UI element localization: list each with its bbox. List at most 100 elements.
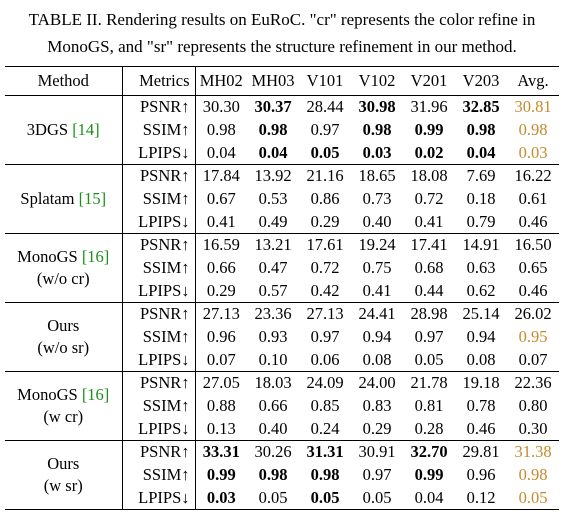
value-cell: 0.72 — [310, 258, 340, 277]
table-row: LPIPS↓ 0.13 0.40 0.24 0.29 0.28 0.46 0.30 — [5, 417, 559, 441]
value-cell: 19.24 — [358, 235, 396, 255]
value-cell: 27.05 — [202, 373, 240, 393]
value-cell: 17.61 — [306, 235, 344, 255]
value-cell: 0.04 — [206, 142, 236, 162]
value-cell: 0.03 — [206, 487, 236, 507]
value-cell: 33.31 — [202, 442, 240, 462]
value-cell: 0.73 — [362, 189, 392, 208]
value-cell: 24.00 — [358, 373, 396, 393]
table-row: Ours (w sr) PSNR↑ 33.31 30.26 31.31 30.91 32.70… — [5, 440, 559, 510]
value-cell: 0.97 — [414, 327, 444, 346]
value-cell: 0.08 — [362, 349, 392, 369]
table-row: SSIM↑ 0.96 0.93 0.97 0.94 0.97 0.94 0.95 — [5, 325, 559, 349]
value-cell: 0.99 — [414, 465, 444, 484]
method-name-cell: MonoGS [16] (w cr) — [5, 371, 123, 441]
value-cell: 0.18 — [466, 189, 496, 208]
value-cell: 0.63 — [466, 258, 496, 277]
header-method: Method — [5, 66, 123, 96]
avg-value-cell: 0.95 — [518, 327, 548, 346]
value-cell: 0.28 — [414, 418, 444, 438]
table-row: SSIM↑ 0.67 0.53 0.86 0.73 0.72 0.18 0.61 — [5, 187, 559, 211]
header-v201: V201 — [410, 71, 448, 90]
value-cell: 0.97 — [310, 120, 340, 139]
citation-link[interactable]: [15] — [78, 189, 107, 208]
value-cell: 0.88 — [206, 396, 236, 415]
header-mh02: MH02 — [199, 71, 243, 90]
value-cell: 0.03 — [362, 142, 392, 162]
results-table-container: Method Metrics MH02 MH03 V101 V102 V201 … — [5, 66, 559, 510]
avg-value-cell: 0.61 — [518, 189, 548, 208]
method-name: Ours — [5, 315, 122, 337]
avg-value-cell: 16.22 — [514, 166, 552, 186]
value-cell: 0.98 — [310, 465, 340, 484]
value-cell: 0.98 — [466, 120, 496, 139]
value-cell: 19.18 — [462, 373, 500, 393]
table-row: MonoGS [16] (w cr) PSNR↑ 27.05 18.03 24.09 24.… — [5, 371, 559, 441]
metric-label: LPIPS↓ — [122, 348, 196, 372]
method-label: Ours — [47, 316, 80, 335]
header-metrics: Metrics — [122, 66, 196, 96]
value-cell: 0.78 — [466, 396, 496, 415]
metric-label: PSNR↑ — [122, 233, 196, 257]
value-cell: 31.96 — [410, 97, 448, 117]
value-cell: 0.02 — [414, 142, 444, 162]
value-cell: 0.13 — [206, 418, 236, 438]
value-cell: 30.26 — [254, 442, 292, 462]
value-cell: 0.81 — [414, 396, 444, 415]
value-cell: 0.06 — [310, 349, 340, 369]
value-cell: 0.97 — [362, 465, 392, 484]
method-variant: (w sr) — [43, 476, 83, 495]
value-cell: 18.03 — [254, 373, 292, 393]
method-group: Ours (w/o sr) PSNR↑ 27.13 23.36 27.13 24.41 28.… — [5, 302, 559, 372]
value-cell: 25.14 — [462, 304, 500, 324]
table-row: Splatam [15] PSNR↑ 17.84 13.92 21.16 18.65 18.… — [5, 164, 559, 234]
method-group: 3DGS [14] PSNR↑ 30.30 30.37 28.44 30.98 31.96 3… — [5, 95, 559, 165]
method-variant: (w/o cr) — [36, 269, 90, 288]
table-row: Ours (w/o sr) PSNR↑ 27.13 23.36 27.13 24.41 28.… — [5, 302, 559, 372]
value-cell: 0.96 — [206, 327, 236, 346]
table-row: MonoGS [16] (w/o cr) PSNR↑ 16.59 13.21 17.61 1… — [5, 233, 559, 303]
header-v102: V102 — [358, 71, 396, 90]
value-cell: 0.94 — [466, 327, 496, 346]
value-cell: 0.42 — [310, 280, 340, 300]
value-cell: 0.99 — [206, 465, 236, 484]
value-cell: 0.04 — [258, 142, 288, 162]
table-row: 3DGS [14] PSNR↑ 30.30 30.37 28.44 30.98 31.96 3… — [5, 95, 559, 165]
method-label: MonoGS — [17, 247, 82, 266]
avg-value-cell: 22.36 — [514, 373, 552, 393]
metric-label: LPIPS↓ — [122, 279, 196, 303]
value-cell: 0.98 — [258, 465, 288, 484]
method-name: Splatam [15] — [5, 188, 122, 210]
value-cell: 17.84 — [202, 166, 240, 186]
value-cell: 0.29 — [310, 211, 340, 231]
method-label: MonoGS — [17, 385, 82, 404]
value-cell: 0.04 — [414, 487, 444, 507]
value-cell: 0.49 — [258, 211, 288, 231]
citation-link[interactable]: [14] — [72, 120, 100, 139]
value-cell: 0.83 — [362, 396, 392, 415]
value-cell: 17.41 — [410, 235, 448, 255]
header-v203: V203 — [462, 71, 500, 90]
value-cell: 0.05 — [310, 142, 340, 162]
metric-label: SSIM↑ — [122, 118, 196, 142]
value-cell: 0.99 — [414, 120, 444, 139]
value-cell: 16.59 — [202, 235, 240, 255]
metric-label: LPIPS↓ — [122, 210, 196, 234]
value-cell: 0.04 — [466, 142, 496, 162]
value-cell: 0.66 — [258, 396, 288, 415]
avg-value-cell: 30.81 — [514, 97, 552, 117]
value-cell: 0.44 — [414, 280, 444, 300]
value-cell: 13.21 — [254, 235, 292, 255]
table-row: LPIPS↓ 0.41 0.49 0.29 0.40 0.41 0.79 0.46 — [5, 210, 559, 234]
value-cell: 0.67 — [206, 189, 236, 208]
table-row: SSIM↑ 0.66 0.47 0.72 0.75 0.68 0.63 0.65 — [5, 256, 559, 280]
citation-link[interactable]: [16] — [81, 247, 110, 266]
value-cell: 0.98 — [258, 120, 288, 139]
table-row: SSIM↑ 0.99 0.98 0.98 0.97 0.99 0.96 0.98 — [5, 463, 559, 487]
value-cell: 0.40 — [258, 418, 288, 438]
avg-value-cell: 0.80 — [518, 396, 548, 415]
value-cell: 0.05 — [310, 487, 340, 507]
citation-link[interactable]: [16] — [81, 385, 110, 404]
metric-label: LPIPS↓ — [122, 141, 196, 165]
avg-value-cell: 0.65 — [518, 258, 548, 277]
